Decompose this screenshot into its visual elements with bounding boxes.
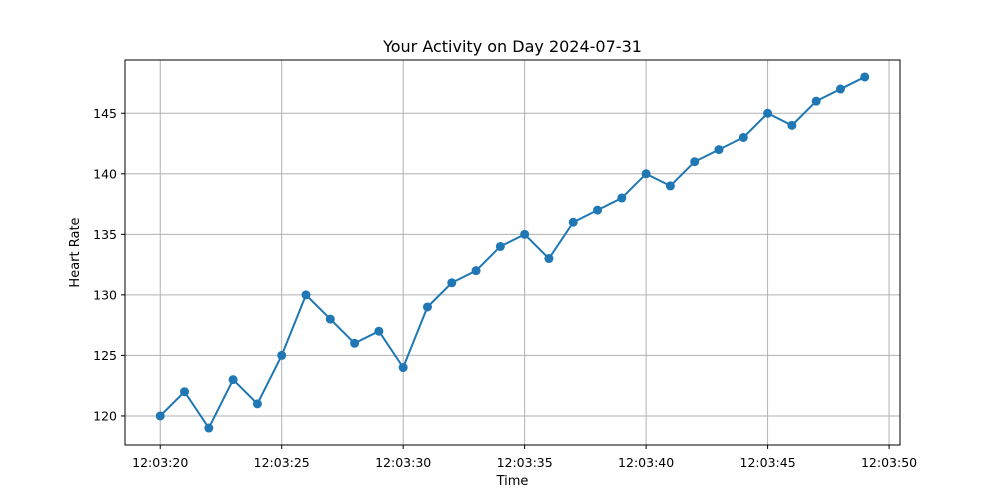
data-point xyxy=(787,120,797,130)
data-point xyxy=(301,290,311,300)
x-tick-label: 12:03:50 xyxy=(861,455,917,470)
heart-rate-series xyxy=(155,72,870,433)
x-tick-label: 12:03:35 xyxy=(497,455,553,470)
data-point xyxy=(325,314,335,324)
data-point xyxy=(204,423,214,433)
data-point xyxy=(155,411,165,421)
axis-ticks: 12:03:20 12:03:25 12:03:30 12:03:35 12:03:40… xyxy=(93,106,917,470)
data-point xyxy=(228,375,238,385)
x-tick-label: 12:03:45 xyxy=(740,455,796,470)
data-point xyxy=(252,399,262,409)
data-point xyxy=(447,278,457,288)
y-tick-label: 130 xyxy=(93,287,117,302)
data-point xyxy=(422,302,432,312)
data-point xyxy=(835,84,845,94)
data-point xyxy=(617,193,627,203)
x-tick-label: 12:03:25 xyxy=(254,455,310,470)
data-point xyxy=(665,181,675,191)
y-tick-label: 145 xyxy=(93,106,117,121)
data-point xyxy=(860,72,870,82)
data-point xyxy=(811,96,821,106)
heart-rate-line xyxy=(159,76,866,431)
data-point xyxy=(277,350,287,360)
data-point xyxy=(714,145,724,155)
data-point xyxy=(593,205,603,215)
data-point xyxy=(641,169,651,179)
data-point xyxy=(520,229,530,239)
plot-frame xyxy=(124,59,901,446)
data-point xyxy=(495,241,505,251)
data-point xyxy=(471,266,481,276)
y-tick-label: 125 xyxy=(93,348,117,363)
data-point xyxy=(690,157,700,167)
x-tick-label: 12:03:20 xyxy=(132,455,188,470)
data-point xyxy=(738,132,748,142)
data-point xyxy=(568,217,578,227)
y-tick-label: 120 xyxy=(93,408,117,423)
data-point xyxy=(398,363,408,373)
data-point xyxy=(350,338,360,348)
data-point xyxy=(374,326,384,336)
y-tick-label: 140 xyxy=(93,166,117,181)
data-point xyxy=(180,387,190,397)
y-tick-label: 135 xyxy=(93,227,117,242)
chart-title: Your Activity on Day 2024-07-31 xyxy=(382,37,642,56)
x-tick-label: 12:03:30 xyxy=(375,455,431,470)
y-axis-label: Heart Rate xyxy=(68,217,83,287)
x-axis-label: Time xyxy=(496,474,529,489)
data-point xyxy=(544,254,554,264)
x-tick-label: 12:03:40 xyxy=(618,455,674,470)
grid xyxy=(125,60,900,445)
data-point xyxy=(763,108,773,118)
